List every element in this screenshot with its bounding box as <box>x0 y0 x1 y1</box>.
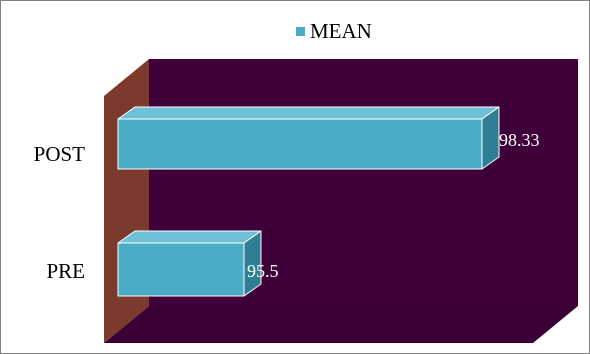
bar-post-front <box>117 118 483 170</box>
bar-pre-front <box>117 242 245 297</box>
chart-side-wall <box>104 59 149 343</box>
legend-swatch-mean <box>296 26 305 36</box>
category-label-post: POST <box>33 142 85 166</box>
category-label-pre: PRE <box>46 259 85 283</box>
bar-pre-top <box>117 230 262 244</box>
chart-floor <box>104 306 578 343</box>
bar-pre <box>117 230 262 297</box>
data-label-post: 98.33 <box>499 130 540 150</box>
chart-legend: MEAN <box>296 19 372 43</box>
bar-post-top <box>117 106 500 120</box>
legend-label-mean: MEAN <box>310 18 372 43</box>
data-label-pre: 95.5 <box>247 261 279 281</box>
bar-post <box>117 106 500 170</box>
